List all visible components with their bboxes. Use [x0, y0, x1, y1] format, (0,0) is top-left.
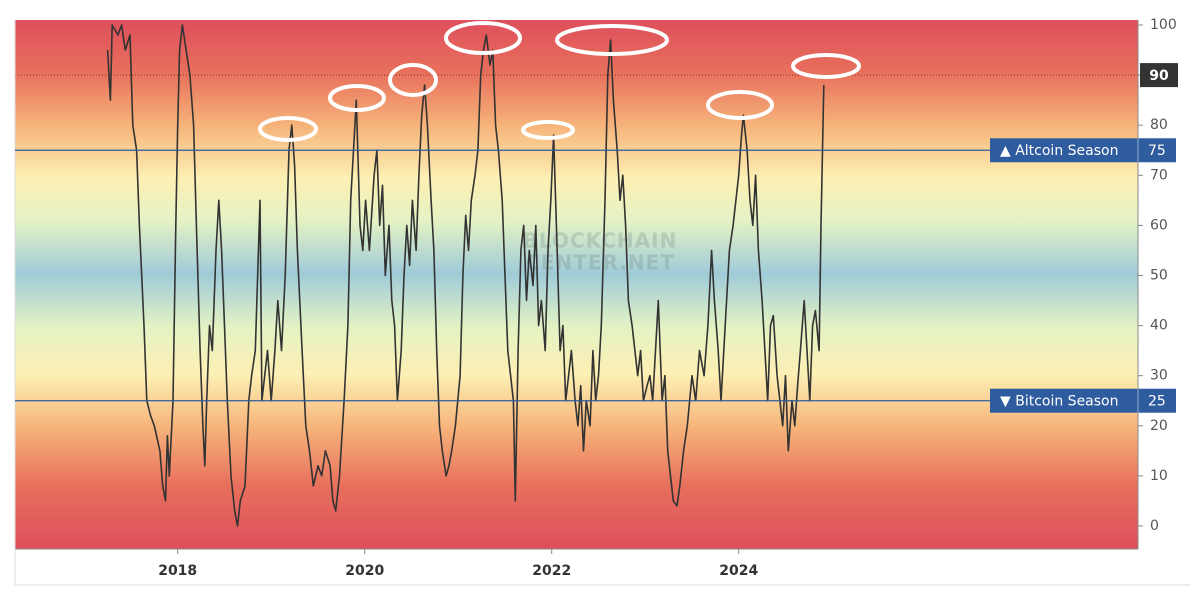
y-tick-label: 30	[1150, 368, 1168, 384]
x-tick-label: 2018	[158, 563, 197, 579]
y-tick-label: 100	[1150, 17, 1177, 33]
annotations	[258, 21, 861, 142]
hand-circle	[521, 120, 575, 140]
hand-circle	[388, 63, 438, 97]
plot-background	[15, 20, 1138, 549]
highlight-badge	[1140, 63, 1178, 88]
y-tick-label: 90	[1149, 68, 1169, 84]
hand-circle	[706, 90, 774, 120]
reference-value: 25	[1148, 394, 1166, 410]
y-tick-label: 70	[1150, 167, 1168, 183]
watermark: CENTER.NET	[525, 251, 675, 275]
y-tick-label: 80	[1150, 117, 1168, 133]
reference-label: ▼ Bitcoin Season	[1000, 394, 1119, 410]
hand-circle	[791, 53, 861, 79]
reference-badge	[990, 388, 1176, 413]
hand-circle	[444, 21, 522, 55]
watermark: BLOCKCHAIN	[523, 229, 678, 253]
hand-circle	[328, 84, 386, 112]
y-tick-label: 40	[1150, 318, 1168, 334]
x-tick-label: 2020	[345, 563, 384, 579]
reference-badge	[990, 138, 1176, 163]
y-tick-label: 0	[1150, 518, 1159, 534]
reference-value: 75	[1148, 143, 1166, 159]
y-tick-label: 60	[1150, 217, 1168, 233]
reference-label: ▲ Altcoin Season	[1000, 143, 1118, 159]
x-tick-label: 2022	[532, 563, 571, 579]
hand-circle	[258, 116, 318, 142]
y-tick-label: 20	[1150, 418, 1168, 434]
y-tick-label: 50	[1150, 267, 1168, 283]
hand-circle	[555, 24, 669, 56]
y-tick-label: 10	[1150, 468, 1168, 484]
x-tick-label: 2024	[719, 563, 758, 579]
